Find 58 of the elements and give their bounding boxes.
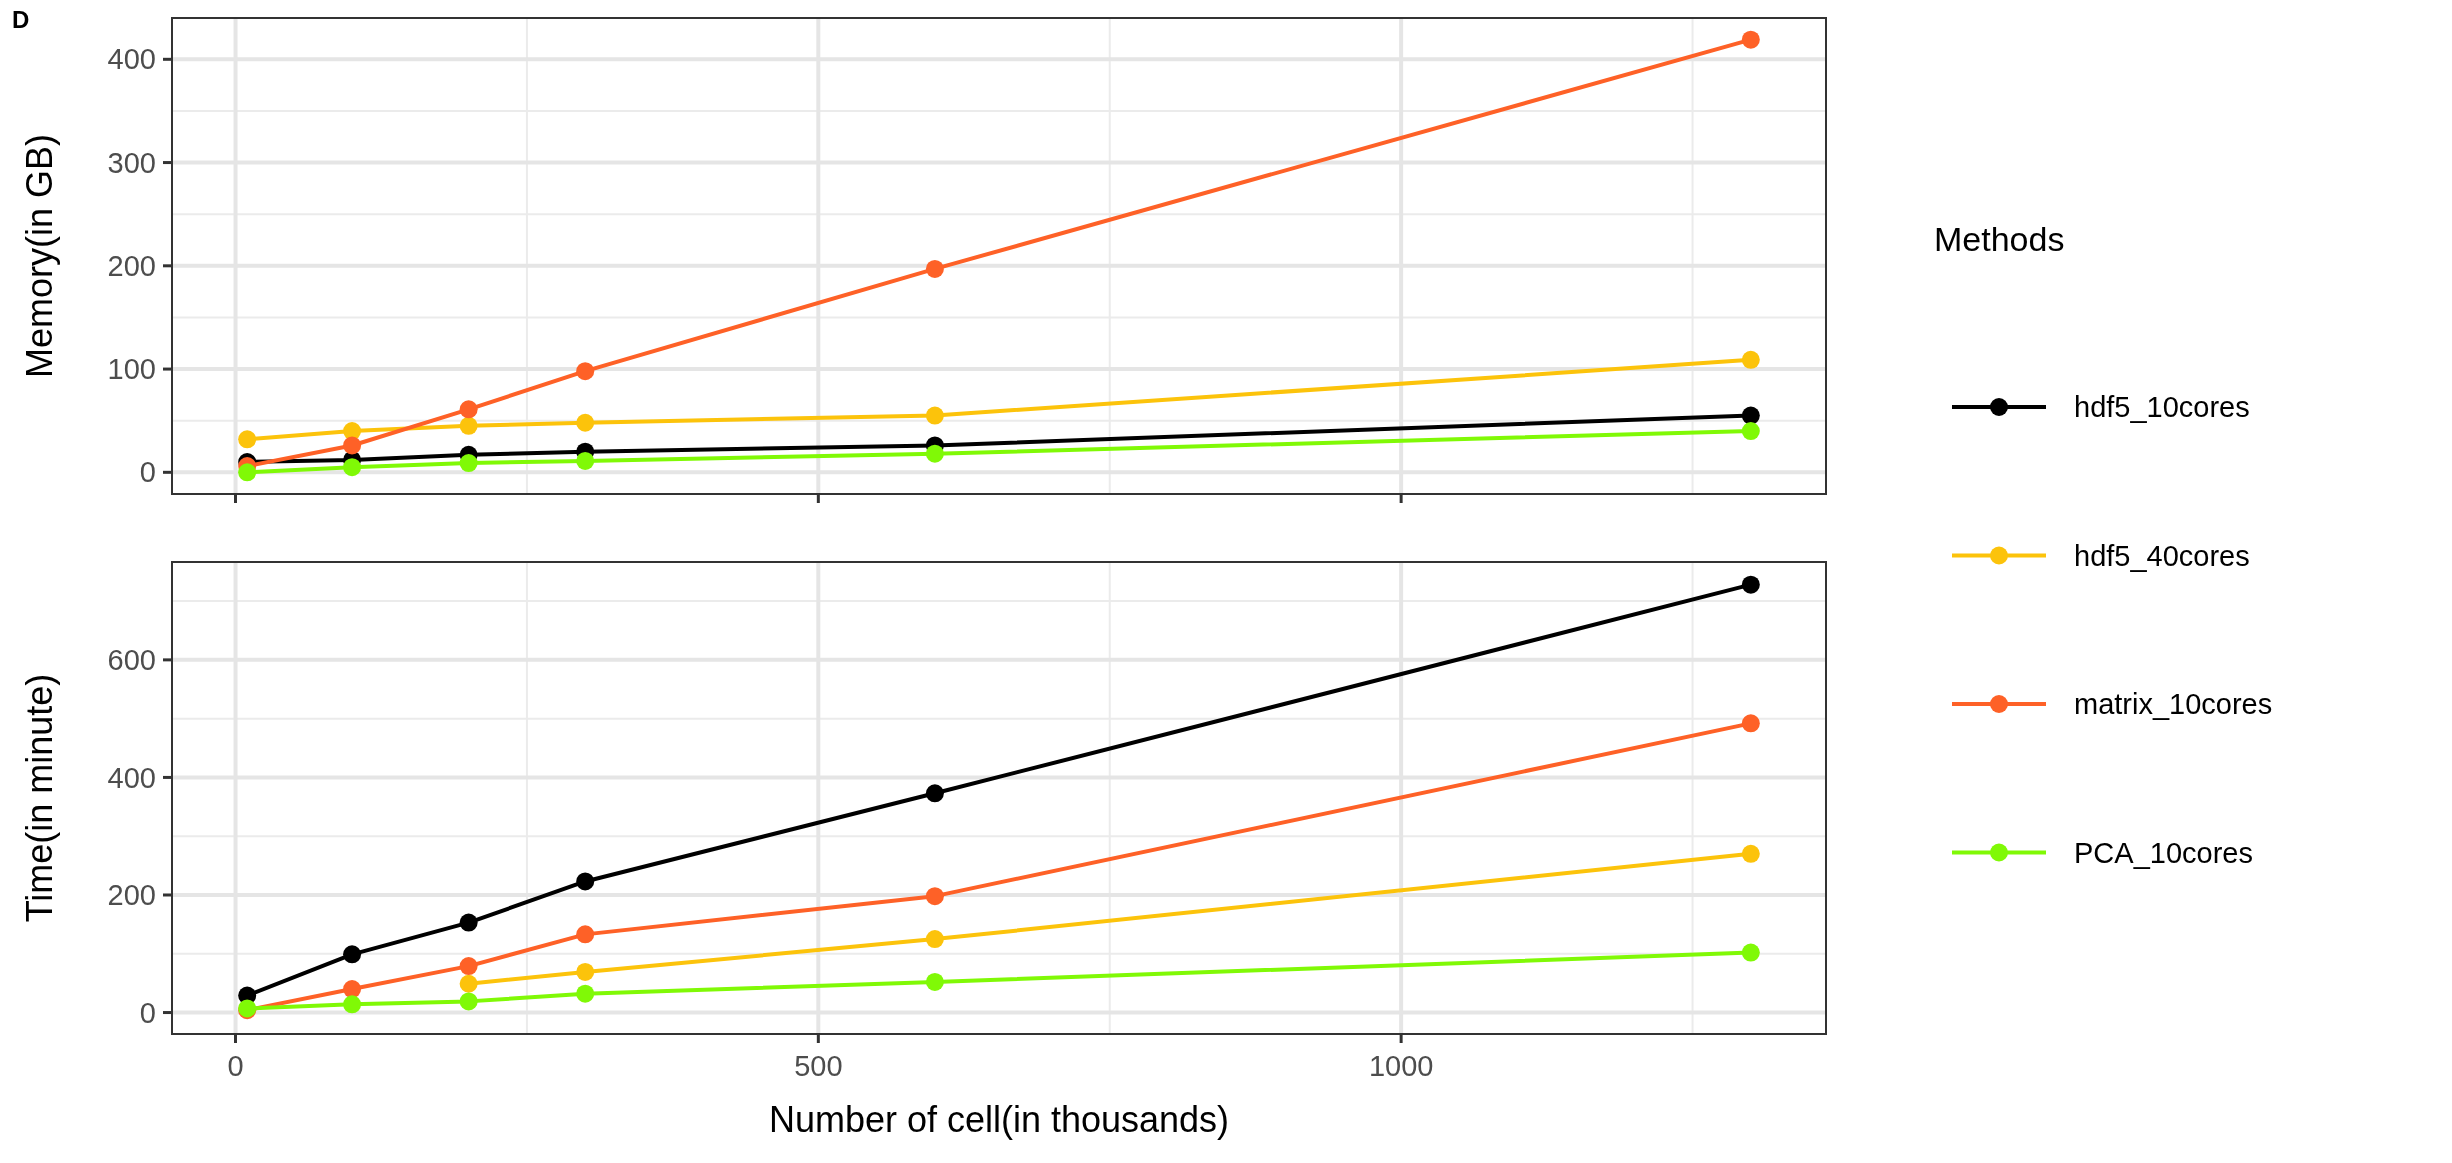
point [1741, 575, 1760, 594]
point [1741, 422, 1760, 441]
point [343, 980, 362, 999]
y-axis-title: Time(in minute) [19, 673, 60, 923]
x-tick-label: 500 [794, 1050, 843, 1082]
legend-label: PCA_10cores [2074, 836, 2253, 869]
point [343, 458, 362, 477]
point [238, 430, 257, 449]
legend-title: Methods [1934, 220, 2065, 258]
x-tick-label: 0 [227, 1050, 244, 1082]
point [925, 784, 944, 803]
legend-label: matrix_10cores [2074, 688, 2273, 721]
point [576, 984, 595, 1003]
point [238, 463, 257, 482]
point [576, 962, 595, 981]
point [343, 422, 362, 441]
point [1741, 943, 1760, 962]
point [459, 913, 478, 932]
point [1741, 406, 1760, 425]
point [343, 945, 362, 964]
point [459, 416, 478, 435]
y-axis-title: Memory(in GB) [19, 133, 60, 379]
y-tick-label: 400 [107, 761, 156, 794]
point [576, 362, 595, 381]
y-tick-label: 200 [107, 879, 156, 912]
x-axis-title: Number of cell(in thousands) [768, 1099, 1230, 1140]
point [1741, 714, 1760, 733]
point [576, 413, 595, 432]
y-tick-label: 300 [107, 146, 156, 179]
y-tick-label: 0 [139, 456, 156, 489]
point [459, 974, 478, 993]
point [576, 872, 595, 891]
point [925, 887, 944, 906]
y-tick-label: 600 [107, 644, 156, 677]
y-tick-label: 100 [107, 353, 156, 386]
legend-label: hdf5_40cores [2074, 539, 2250, 572]
point [459, 454, 478, 473]
y-tick-label: 400 [107, 43, 156, 76]
point [1741, 350, 1760, 369]
point [343, 436, 362, 455]
point [459, 992, 478, 1011]
point [1741, 30, 1760, 49]
point [925, 406, 944, 425]
point [925, 930, 944, 949]
legend-label: hdf5_10cores [2074, 391, 2250, 424]
y-tick-label: 0 [139, 996, 156, 1029]
point [343, 995, 362, 1014]
point [1741, 844, 1760, 863]
point [459, 400, 478, 419]
point [576, 451, 595, 470]
x-tick-label: 1000 [1368, 1050, 1434, 1082]
text: D [12, 6, 30, 33]
point [925, 259, 944, 278]
point [459, 957, 478, 976]
y-tick-label: 200 [107, 249, 156, 282]
point [925, 444, 944, 463]
point [925, 972, 944, 991]
point [576, 925, 595, 944]
